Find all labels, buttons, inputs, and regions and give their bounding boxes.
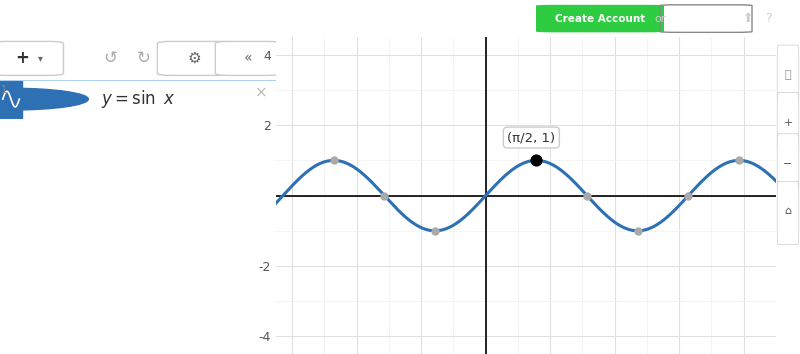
Point [530, 158, 542, 163]
Text: «: « [244, 51, 253, 65]
Text: Sign In: Sign In [688, 13, 724, 24]
FancyBboxPatch shape [215, 41, 282, 75]
FancyBboxPatch shape [778, 45, 798, 108]
Point [733, 158, 746, 163]
Text: ⚙: ⚙ [188, 51, 202, 66]
FancyBboxPatch shape [778, 93, 798, 156]
Text: −: − [783, 159, 793, 169]
Point [429, 228, 442, 234]
FancyBboxPatch shape [0, 41, 63, 75]
Text: or: or [654, 13, 666, 24]
Text: +: + [15, 50, 29, 67]
Point [327, 158, 340, 163]
Bar [0, 80, 22, 119]
FancyBboxPatch shape [536, 5, 664, 32]
Text: Create Account: Create Account [555, 13, 645, 24]
Text: 1: 1 [1, 85, 6, 96]
Text: ⌂: ⌂ [785, 206, 791, 216]
Text: desmos: desmos [358, 7, 442, 30]
Text: ⬆: ⬆ [742, 12, 754, 25]
Point [682, 193, 694, 198]
Point [631, 228, 644, 234]
Text: Untitled Graph: Untitled Graph [80, 11, 193, 26]
Text: ↺: ↺ [103, 50, 118, 67]
Text: ▾: ▾ [38, 53, 42, 63]
Text: ↻: ↻ [137, 50, 150, 67]
Text: $y = \sin\ x$: $y = \sin\ x$ [101, 88, 175, 110]
Text: ×: × [255, 85, 268, 101]
FancyBboxPatch shape [158, 41, 232, 75]
Circle shape [0, 88, 88, 110]
FancyBboxPatch shape [778, 181, 798, 245]
Point [581, 193, 594, 198]
Text: ?: ? [765, 12, 771, 25]
Text: 🔧: 🔧 [785, 70, 791, 80]
Point [378, 193, 390, 198]
FancyBboxPatch shape [778, 134, 798, 197]
Text: +: + [783, 118, 793, 128]
Text: (π/2, 1): (π/2, 1) [507, 131, 555, 144]
